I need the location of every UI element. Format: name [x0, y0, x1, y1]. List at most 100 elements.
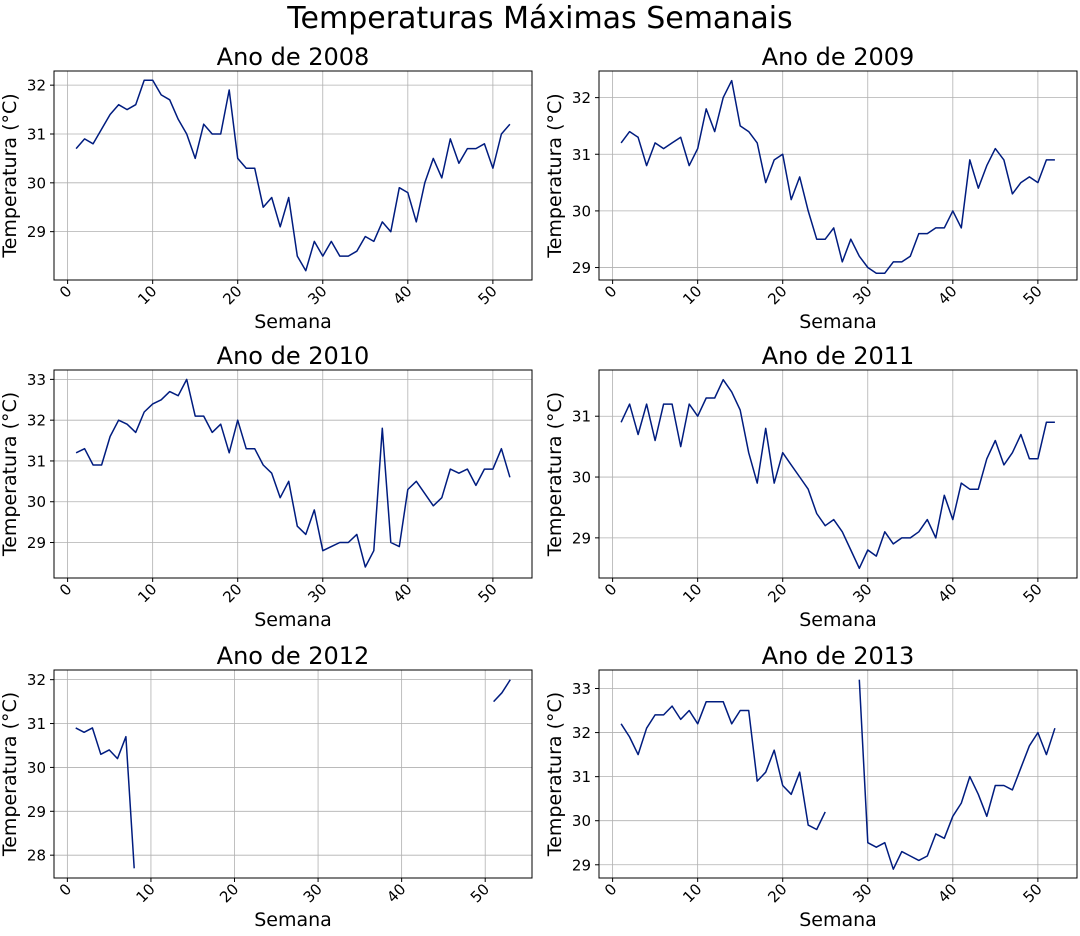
subplot-5: Ano de 2013 0 10 20 30 40 50 29 30 31 32 33 Semana Te…	[544, 642, 1078, 931]
x-tick-label: 20	[764, 580, 790, 606]
figure-suptitle: Temperaturas Máximas Semanais	[286, 1, 792, 36]
subplot-title: Ano de 2008	[217, 43, 370, 71]
x-axis-label: Semana	[799, 311, 877, 333]
y-tick-label: 30	[27, 493, 46, 511]
axes-frame	[598, 70, 1078, 281]
x-tick-label: 40	[934, 580, 960, 606]
x-tick-label: 0	[601, 880, 620, 899]
y-tick-label: 31	[27, 125, 46, 143]
y-tick-label: 30	[572, 469, 591, 487]
series-line-1	[493, 679, 511, 703]
subplot-title: Ano de 2013	[762, 642, 915, 670]
x-tick-label: 20	[764, 282, 790, 308]
x-axis-label: Semana	[799, 609, 877, 631]
subplot-title: Ano de 2011	[762, 342, 915, 370]
x-tick-label: 0	[56, 880, 75, 899]
x-tick-label: 20	[216, 880, 242, 906]
y-tick-label: 30	[572, 202, 591, 220]
y-tick-label: 32	[27, 671, 46, 689]
x-tick-label: 0	[56, 282, 75, 301]
y-tick-label: 30	[27, 174, 46, 192]
subplot-title: Ano de 2009	[762, 43, 915, 71]
x-axis-label: Semana	[254, 609, 332, 631]
x-tick-label: 50	[1019, 282, 1045, 308]
x-tick-label: 30	[849, 282, 875, 308]
y-axis-label: Temperatura (°C)	[0, 93, 21, 258]
x-tick-label: 20	[219, 580, 245, 606]
x-tick-label: 10	[134, 580, 160, 606]
y-tick-label: 30	[572, 812, 591, 830]
subplot-3: Ano de 2011 0 10 20 30 40 50 29 30 31 Semana Temper…	[544, 342, 1078, 631]
y-axis-label: Temperatura (°C)	[0, 392, 21, 557]
x-axis-label: Semana	[254, 909, 332, 931]
axes-frame	[53, 70, 533, 281]
y-tick-label: 32	[572, 89, 591, 107]
y-tick-label: 32	[27, 77, 46, 95]
x-tick-label: 50	[1019, 880, 1045, 906]
y-tick-label: 33	[27, 371, 46, 389]
y-tick-label: 29	[572, 259, 591, 277]
subplot-4: Ano de 2012 0 10 20 30 40 50 28 29 30 31 32 Semana Te…	[0, 642, 533, 931]
y-tick-label: 28	[27, 847, 46, 865]
x-tick-label: 50	[467, 880, 493, 906]
y-tick-label: 29	[572, 856, 591, 874]
y-tick-label: 31	[27, 452, 46, 470]
x-tick-label: 10	[133, 880, 159, 906]
x-tick-label: 30	[304, 282, 330, 308]
x-tick-label: 50	[474, 580, 500, 606]
x-tick-label: 10	[679, 580, 705, 606]
x-tick-label: 50	[1019, 580, 1045, 606]
y-axis-label: Temperatura (°C)	[544, 93, 566, 258]
x-tick-label: 0	[601, 282, 620, 301]
axes-frame	[53, 669, 533, 879]
x-tick-label: 20	[219, 282, 245, 308]
series-line-0	[75, 727, 135, 869]
x-tick-label: 40	[389, 580, 415, 606]
y-tick-label: 31	[27, 715, 46, 733]
x-tick-label: 10	[679, 282, 705, 308]
y-tick-label: 29	[27, 223, 46, 241]
subplot-title: Ano de 2012	[217, 642, 370, 670]
y-tick-label: 32	[27, 412, 46, 430]
y-tick-label: 31	[572, 408, 591, 426]
y-tick-label: 31	[572, 768, 591, 786]
axes-frame	[598, 369, 1078, 579]
axes-frame	[53, 369, 533, 579]
series-line-0	[620, 79, 1055, 274]
y-axis-label: Temperatura (°C)	[0, 692, 21, 857]
x-tick-label: 30	[849, 880, 875, 906]
x-tick-label: 40	[934, 880, 960, 906]
x-axis-label: Semana	[254, 311, 332, 333]
x-tick-label: 50	[474, 282, 500, 308]
x-tick-label: 30	[849, 580, 875, 606]
x-tick-label: 10	[679, 880, 705, 906]
x-tick-label: 40	[389, 282, 415, 308]
y-tick-label: 31	[572, 146, 591, 164]
subplot-title: Ano de 2010	[217, 342, 370, 370]
y-tick-label: 32	[572, 724, 591, 742]
x-axis-label: Semana	[799, 909, 877, 931]
series-line-0	[620, 700, 826, 831]
series-line-1	[858, 679, 1056, 870]
series-line-0	[75, 378, 511, 568]
y-tick-label: 30	[27, 759, 46, 777]
subplot-0: Ano de 2008 0 10 20 30 40 50 29 30 31 32 Semana Temp…	[0, 43, 533, 333]
x-tick-label: 0	[56, 580, 75, 599]
series-line-0	[620, 378, 1055, 570]
subplot-2: Ano de 2010 0 10 20 30 40 50 29 30 31 32 33 Semana Te…	[0, 342, 533, 631]
y-axis-label: Temperatura (°C)	[544, 392, 566, 557]
x-tick-label: 10	[134, 282, 160, 308]
x-tick-label: 20	[764, 880, 790, 906]
x-tick-label: 0	[601, 580, 620, 599]
x-tick-label: 30	[304, 580, 330, 606]
y-tick-label: 29	[27, 803, 46, 821]
y-tick-label: 29	[27, 534, 46, 552]
series-line-0	[75, 79, 511, 272]
subplot-1: Ano de 2009 0 10 20 30 40 50 29 30 31 32 Semana Temp…	[544, 43, 1078, 333]
y-axis-label: Temperatura (°C)	[544, 692, 566, 857]
x-tick-label: 40	[934, 282, 960, 308]
y-tick-label: 33	[572, 680, 591, 698]
x-tick-label: 40	[383, 880, 409, 906]
y-tick-label: 29	[572, 529, 591, 547]
